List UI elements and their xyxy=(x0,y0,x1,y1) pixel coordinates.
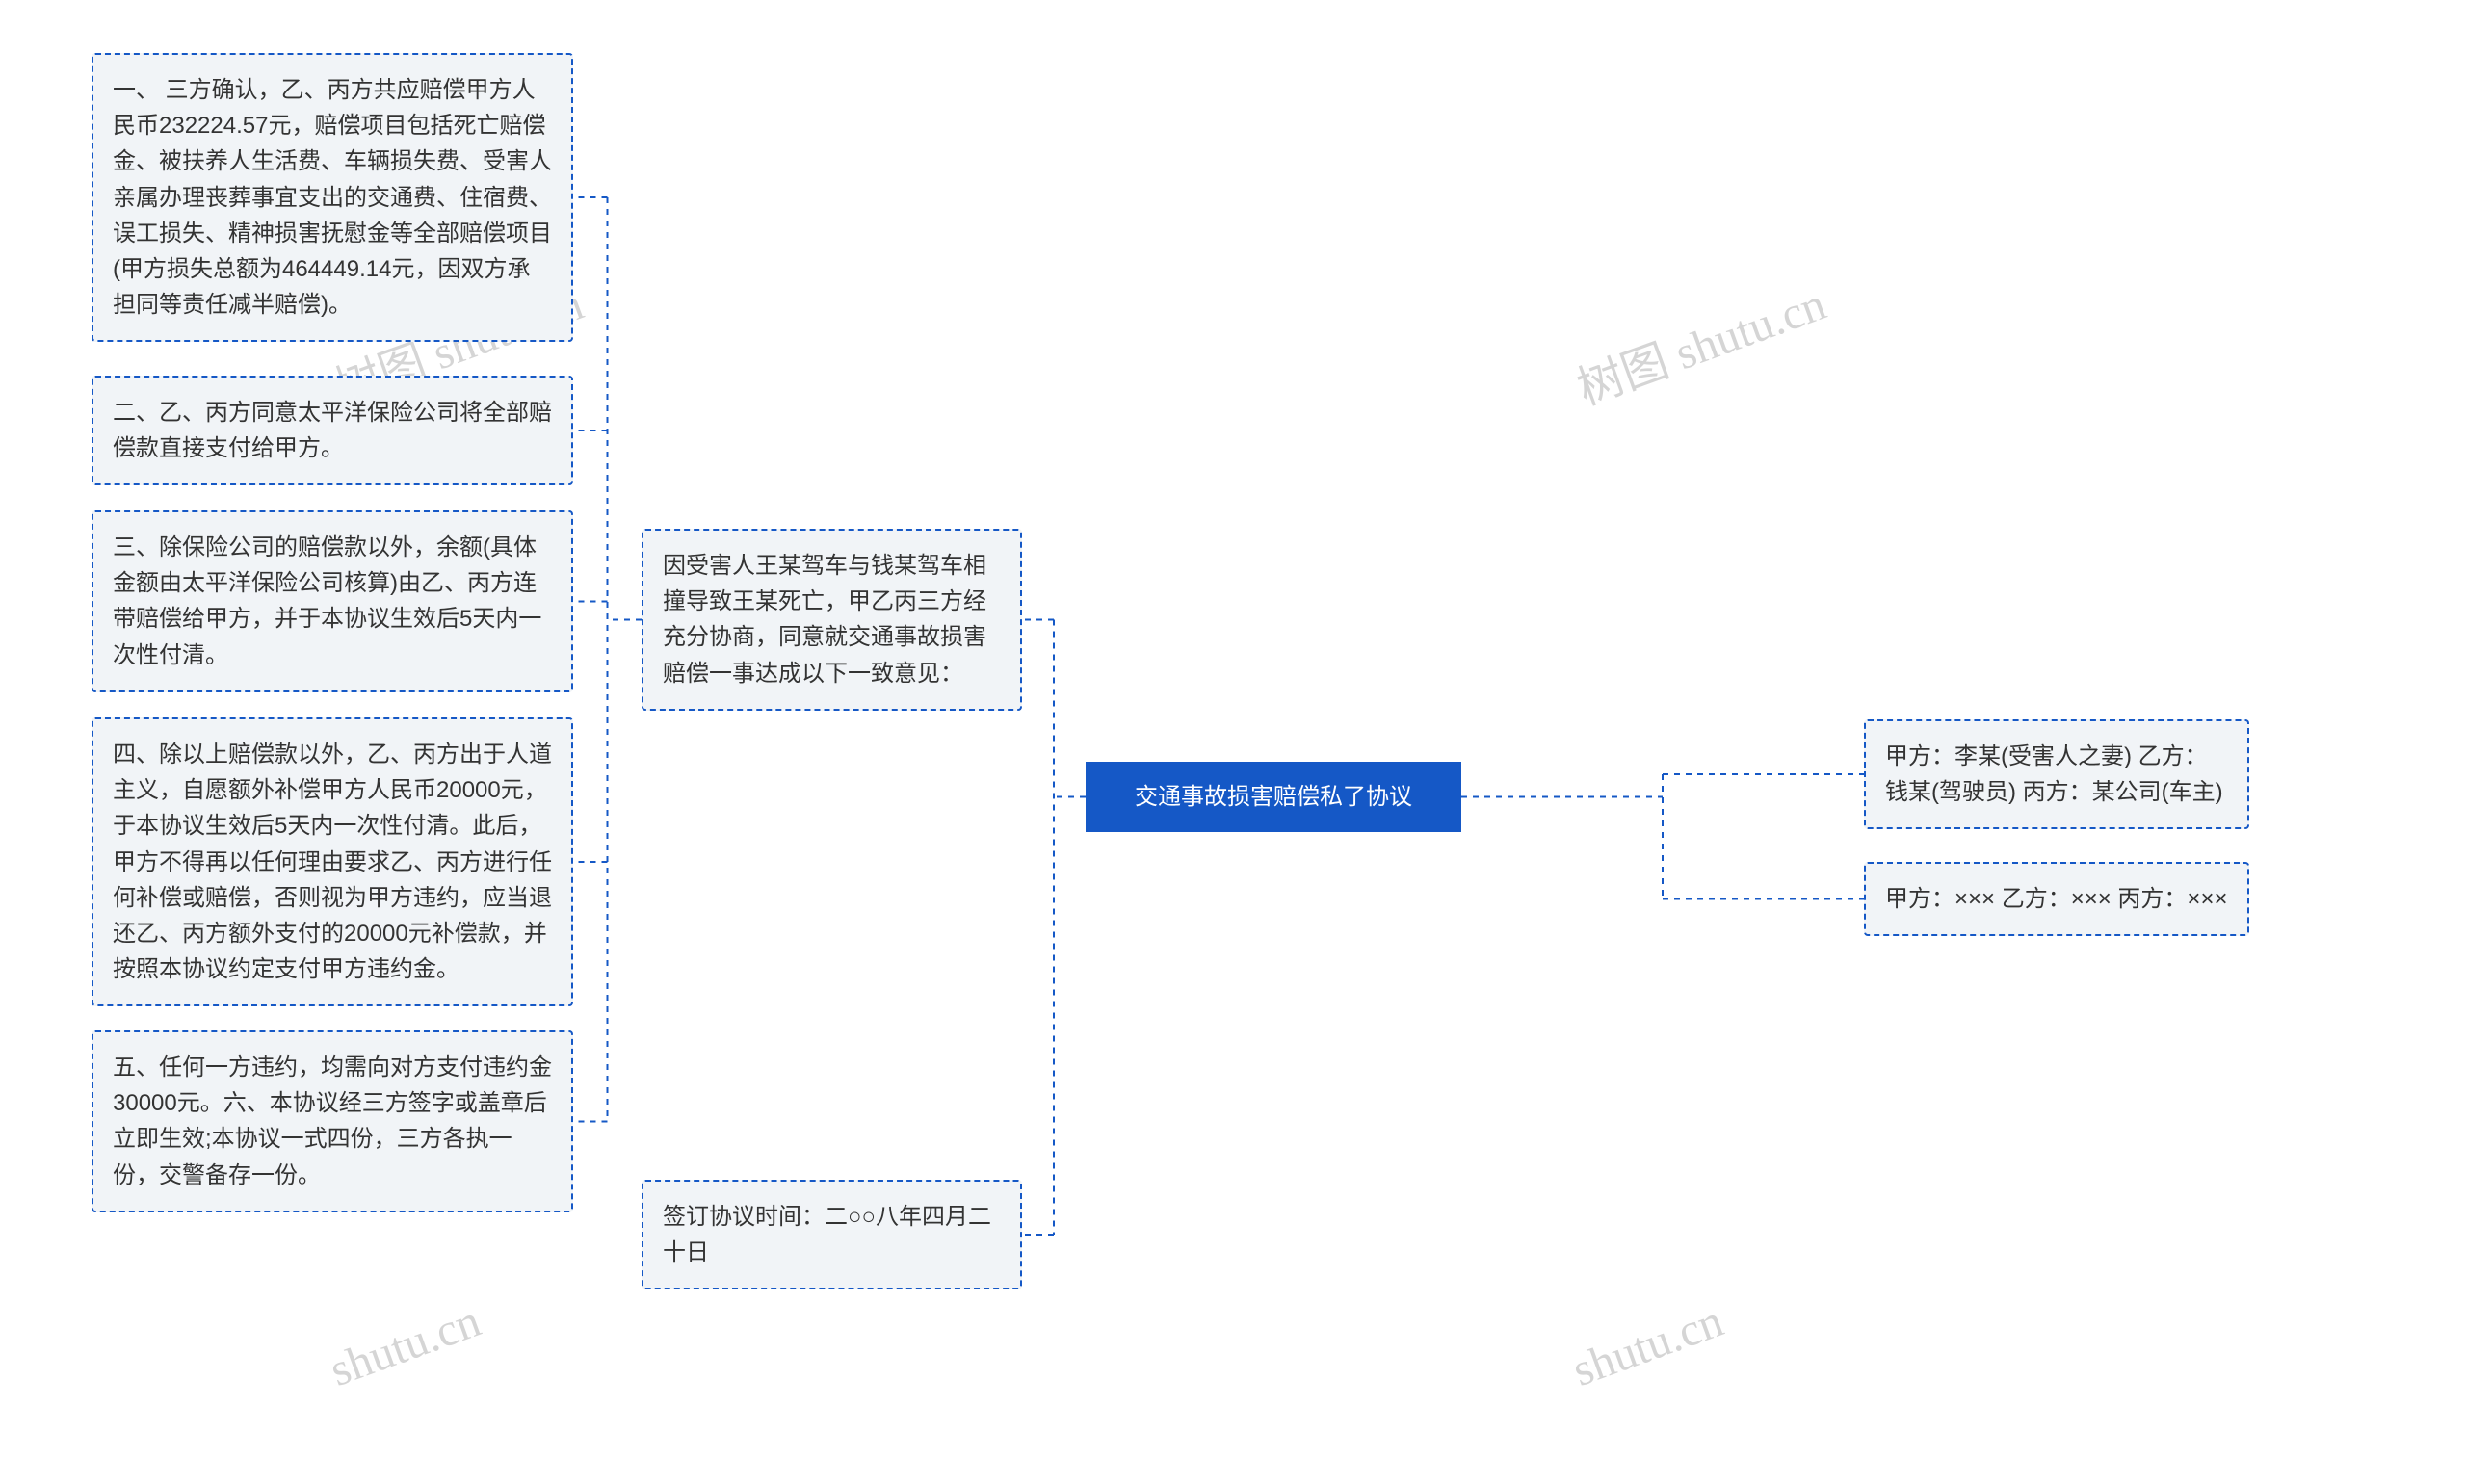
clause-2: 二、乙、丙方同意太平洋保险公司将全部赔偿款直接支付给甲方。 xyxy=(92,376,573,485)
left-branch-date: 签订协议时间：二○○八年四月二十日 xyxy=(642,1180,1022,1289)
parties-signatures: 甲方：××× 乙方：××× 丙方：××× xyxy=(1864,862,2249,936)
clause-1: 一、 三方确认，乙、丙方共应赔偿甲方人民币232224.57元，赔偿项目包括死亡… xyxy=(92,53,573,342)
clause-5: 五、任何一方违约，均需向对方支付违约金30000元。六、本协议经三方签字或盖章后… xyxy=(92,1030,573,1212)
clause-4: 四、除以上赔偿款以外，乙、丙方出于人道主义，自愿额外补偿甲方人民币20000元，… xyxy=(92,717,573,1006)
left-branch-agreement: 因受害人王某驾车与钱某驾车相撞导致王某死亡，甲乙丙三方经充分协商，同意就交通事故… xyxy=(642,529,1022,711)
clause-3: 三、除保险公司的赔偿款以外，余额(具体金额由太平洋保险公司核算)由乙、丙方连带赔… xyxy=(92,510,573,692)
parties-names: 甲方：李某(受害人之妻) 乙方：钱某(驾驶员) 丙方：某公司(车主) xyxy=(1864,719,2249,829)
root-node: 交通事故损害赔偿私了协议 xyxy=(1086,762,1461,832)
watermark: 树图 shutu.cn xyxy=(1566,266,1833,418)
watermark: shutu.cn xyxy=(323,1294,486,1397)
watermark: shutu.cn xyxy=(1565,1294,1729,1397)
